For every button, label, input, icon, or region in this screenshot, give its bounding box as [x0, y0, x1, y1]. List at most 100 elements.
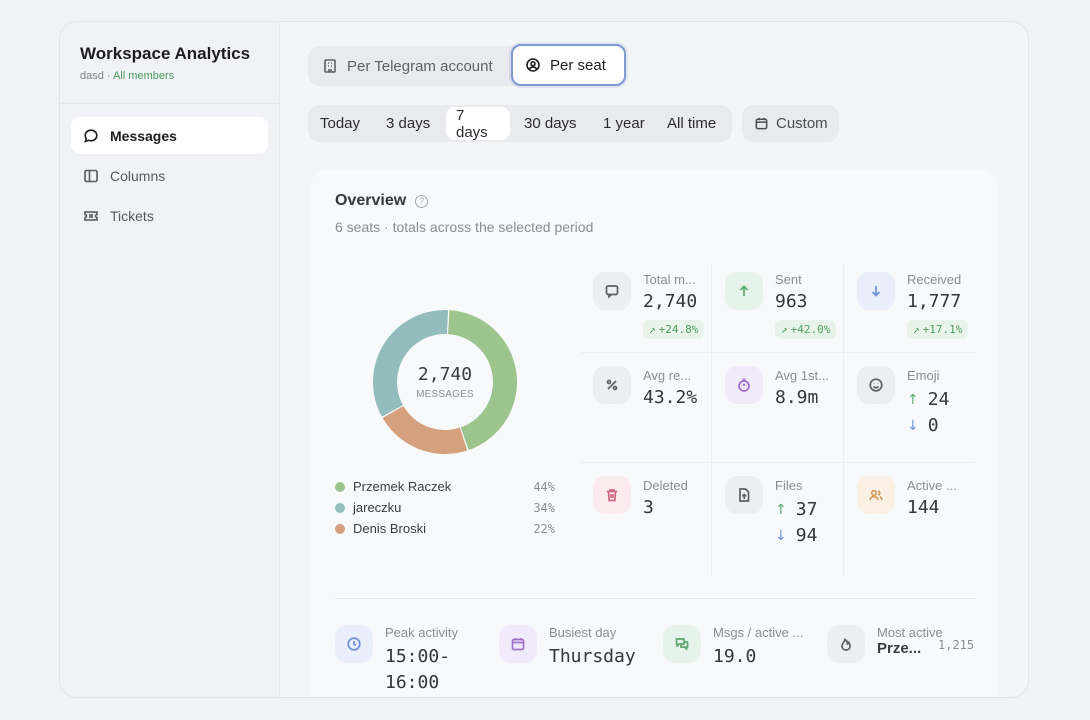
peak-start: 15:00-: [385, 646, 451, 667]
overview-title: Overview: [335, 192, 407, 209]
chat-bubbles-icon: [663, 625, 701, 663]
sidebar-item-label: Messages: [110, 127, 177, 144]
period-3-days[interactable]: 3 days: [386, 115, 431, 132]
metric-deleted: Deleted 3: [581, 462, 711, 576]
donut-segment[interactable]: [373, 310, 449, 417]
grid-divider: [843, 264, 844, 576]
metric-received: Received 1,777 ↗ +17.1%: [845, 260, 975, 352]
arrow-up-icon: ↑: [907, 391, 919, 408]
legend-name: jareczku: [353, 500, 402, 515]
trend-value: +24.8%: [658, 323, 699, 336]
donut-legend: Przemek Raczek 44% jareczku 34% Denis Br…: [335, 476, 555, 539]
period-today[interactable]: Today: [320, 115, 361, 132]
scope-label[interactable]: All members: [113, 70, 175, 82]
message-icon: [593, 272, 631, 310]
files-received-value: 94: [795, 525, 818, 546]
sidebar-item-label: Tickets: [110, 207, 154, 224]
section-divider: [335, 598, 975, 599]
legend-dot: [335, 481, 345, 492]
trend-value: +42.0%: [790, 323, 831, 336]
trend-up-icon: ↗: [649, 323, 656, 336]
metric-value: 3: [643, 497, 654, 518]
trend-badge: ↗ +24.8%: [643, 320, 705, 339]
toggle-label: Per seat: [550, 56, 606, 74]
overview-heading: Overview ?: [335, 192, 429, 210]
subtitle-separator: ·: [103, 70, 114, 82]
user-circle-icon: [526, 58, 540, 72]
period-1-year[interactable]: 1 year: [603, 115, 645, 132]
metric-label: Avg re...: [643, 368, 692, 383]
metrics-grid: Total m... 2,740 ↗ +24.8% Sent 963 ↗ +42.0…: [581, 260, 975, 576]
metric-avg-first-response: Avg 1st... 8.9m: [713, 352, 843, 462]
metric-label: Sent: [775, 272, 802, 287]
metric-value: 144: [907, 497, 940, 518]
legend-dot: [335, 523, 345, 534]
per-telegram-account-button[interactable]: Per Telegram account: [310, 48, 505, 84]
legend-percent: 34%: [533, 500, 555, 515]
per-seat-button[interactable]: Per seat: [511, 44, 626, 86]
metric-label: Files: [775, 478, 803, 493]
calendar-icon: [755, 117, 768, 130]
donut-unit: MESSAGES: [416, 389, 474, 400]
period-30-days[interactable]: 30 days: [524, 115, 577, 132]
arrow-up-icon: ↑: [775, 501, 787, 518]
metric-label: Active ...: [907, 478, 957, 493]
period-all-time[interactable]: All time: [667, 115, 717, 132]
donut-center: 2,740 MESSAGES: [373, 310, 517, 454]
scope-toggle: Per Telegram account Per seat: [308, 44, 626, 86]
workspace-name: dasd: [80, 70, 104, 82]
donut-segment[interactable]: [448, 310, 517, 450]
metric-avg-reply: Avg re... 43.2%: [581, 352, 711, 462]
metric-value: 1,777: [907, 291, 962, 312]
grid-divider: [581, 352, 975, 353]
stat-value: Prze...: [877, 636, 921, 662]
stat-value: 19.0: [713, 646, 757, 667]
stopwatch-icon: [725, 366, 763, 404]
ticket-icon: [84, 210, 98, 221]
sidebar-nav: Messages Columns Tickets: [60, 104, 279, 250]
file-upload-icon: [725, 476, 763, 514]
legend-item: Przemek Raczek 44%: [335, 476, 555, 497]
smiley-icon: [857, 366, 895, 404]
trend-badge: ↗ +17.1%: [907, 320, 969, 339]
stat-value: 15:00- 16:00: [385, 644, 450, 696]
app-window: Workspace Analytics dasd · All members M…: [59, 21, 1029, 698]
emoji-sent-value: 24: [927, 389, 950, 410]
brand-header: Workspace Analytics dasd · All members: [60, 22, 279, 104]
sidebar-item-messages[interactable]: Messages: [71, 117, 268, 154]
metric-label: Emoji: [907, 368, 940, 383]
grid-divider: [711, 264, 712, 576]
metric-value: 43.2%: [643, 387, 698, 408]
legend-percent: 44%: [533, 479, 555, 494]
overview-subtitle: 6 seats · totals across the selected per…: [335, 219, 594, 235]
stat-label: Busiest day: [549, 625, 617, 640]
toggle-label: Per Telegram account: [347, 57, 493, 75]
donut-svg: [373, 310, 517, 454]
metric-label: Deleted: [643, 478, 688, 493]
most-active-count: 1,215: [938, 638, 975, 652]
sidebar-item-columns[interactable]: Columns: [71, 157, 268, 194]
metric-total-messages: Total m... 2,740 ↗ +24.8%: [581, 260, 711, 352]
columns-icon: [84, 169, 98, 182]
custom-period-button[interactable]: Custom: [742, 105, 839, 142]
donut-segment[interactable]: [382, 406, 468, 454]
legend-item: jareczku 34%: [335, 497, 555, 518]
peak-end: 16:00: [385, 672, 440, 693]
stat-label: Peak activity: [385, 625, 458, 640]
trash-icon: [593, 476, 631, 514]
custom-label: Custom: [776, 115, 828, 132]
legend-dot: [335, 502, 345, 513]
period-7-days[interactable]: 7 days: [446, 107, 510, 141]
sidebar-item-tickets[interactable]: Tickets: [71, 197, 268, 234]
trend-up-icon: ↗: [913, 323, 920, 336]
legend-item: Denis Broski 22%: [335, 518, 555, 539]
metric-value: 8.9m: [775, 387, 819, 408]
files-received-line: ↓ 94: [775, 525, 817, 546]
metric-sent: Sent 963 ↗ +42.0%: [713, 260, 843, 352]
files-sent-line: ↑ 37: [775, 499, 817, 520]
arrow-down-icon: [857, 272, 895, 310]
calendar-icon: [499, 625, 537, 663]
help-icon[interactable]: ?: [415, 194, 429, 208]
sidebar: Workspace Analytics dasd · All members M…: [60, 22, 280, 697]
stat-value: Thursday: [549, 646, 636, 667]
